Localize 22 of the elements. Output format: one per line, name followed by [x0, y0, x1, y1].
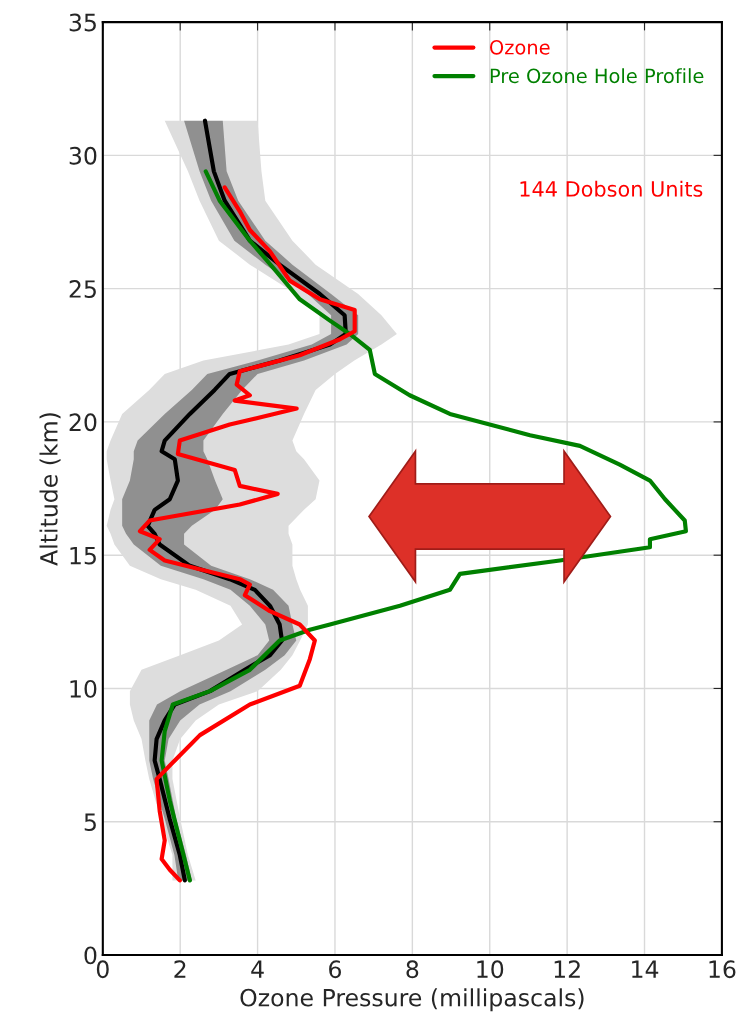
y-axis-title: Altitude (km) — [39, 413, 61, 566]
x-tick-label: 14 — [632, 960, 659, 978]
x-tick-label: 10 — [477, 960, 504, 979]
annotation: 144 Dobson Units — [520, 180, 703, 197]
y-tick-label: 0 — [84, 946, 97, 965]
x-tick-label: 0 — [96, 960, 109, 979]
x-tick-label: 16 — [709, 960, 736, 979]
legend-label: Ozone — [490, 39, 550, 55]
x-tick-label: 8 — [406, 960, 419, 979]
y-tick-label: 25 — [69, 280, 96, 298]
x-tick-label: 2 — [174, 960, 186, 978]
y-tick-label: 20 — [69, 413, 97, 432]
legend-label: Pre Ozone Hole Profile — [490, 68, 704, 84]
y-tick-label: 10 — [70, 679, 97, 698]
x-axis-title: Ozone Pressure (millipascals) — [240, 988, 584, 1012]
y-tick-label: 35 — [69, 13, 96, 32]
x-tick-label: 4 — [251, 960, 264, 978]
y-tick-label: 5 — [84, 813, 96, 832]
x-tick-label: 12 — [554, 960, 580, 978]
y-tick-label: 15 — [70, 546, 96, 565]
x-tick-label: 6 — [329, 960, 341, 979]
y-tick-label: 30 — [69, 146, 97, 165]
